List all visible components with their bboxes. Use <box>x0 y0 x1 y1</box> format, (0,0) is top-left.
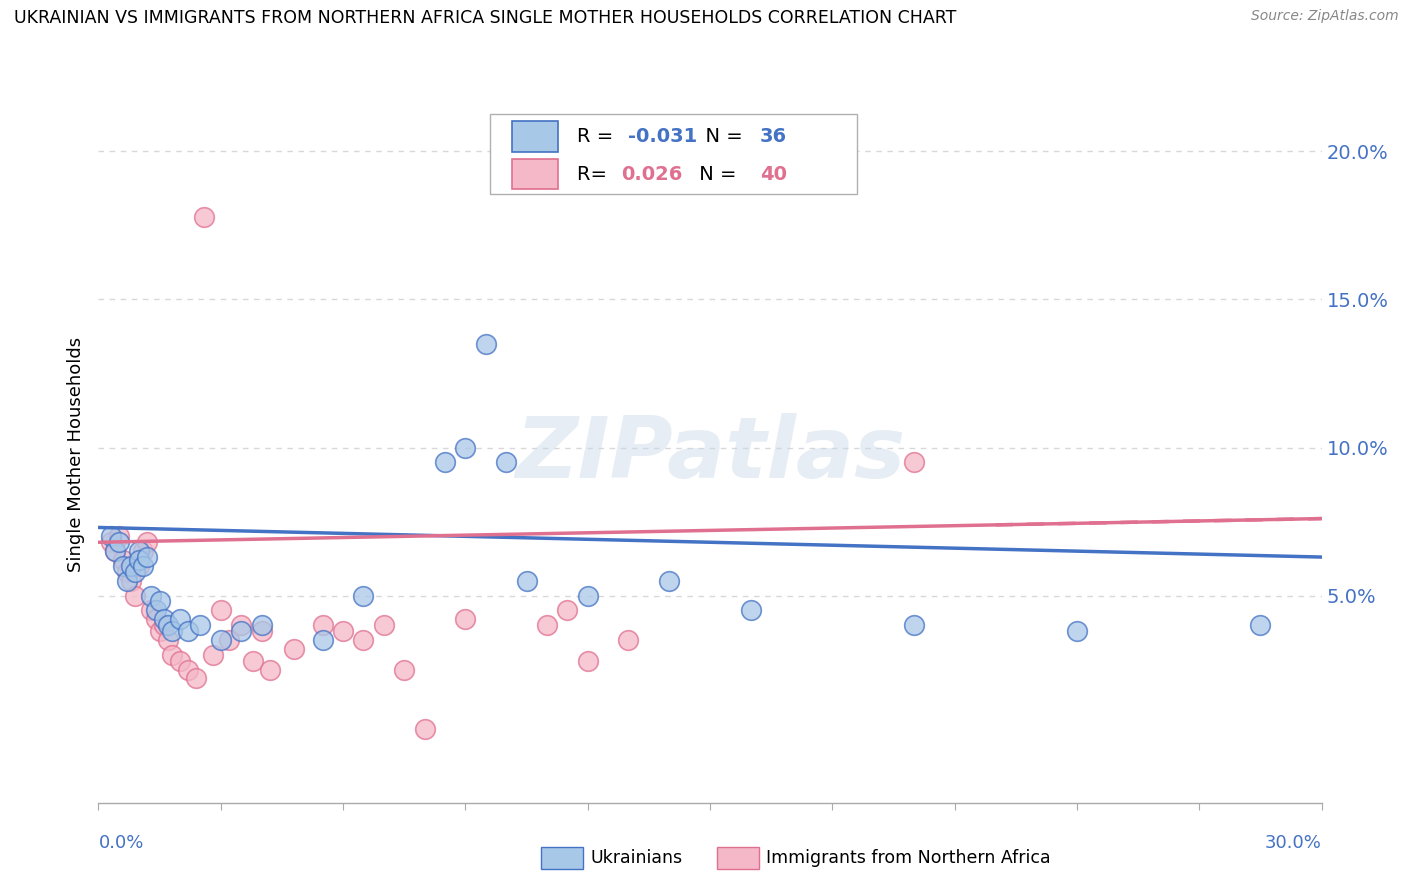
Text: 40: 40 <box>761 164 787 184</box>
Point <box>104 544 127 558</box>
Point <box>160 624 183 638</box>
Point <box>209 632 232 647</box>
Point <box>536 618 558 632</box>
Point <box>231 618 253 632</box>
Text: R =: R = <box>576 127 619 146</box>
Point <box>201 648 224 662</box>
Point <box>555 603 579 617</box>
Point <box>108 535 131 549</box>
Point <box>108 529 131 543</box>
Point <box>141 603 163 617</box>
Point <box>392 663 416 677</box>
Point <box>474 337 498 351</box>
Point <box>312 618 335 632</box>
Point <box>242 654 264 668</box>
Point <box>128 558 150 573</box>
Point <box>740 603 762 617</box>
Point <box>454 612 477 626</box>
Y-axis label: Single Mother Households: Single Mother Households <box>66 337 84 573</box>
Point <box>1249 618 1271 632</box>
Point <box>250 624 273 638</box>
Point <box>128 544 150 558</box>
Point <box>283 641 305 656</box>
Point <box>1066 624 1088 638</box>
Point <box>250 618 273 632</box>
Point <box>169 654 191 668</box>
Bar <box>512 121 558 152</box>
Point <box>177 663 200 677</box>
Point <box>149 624 172 638</box>
Point <box>115 565 138 579</box>
Text: -0.031: -0.031 <box>628 127 697 146</box>
Point <box>111 553 134 567</box>
Point <box>156 618 179 632</box>
Point <box>152 618 174 632</box>
Point <box>373 618 395 632</box>
Point <box>136 535 159 549</box>
Text: UKRAINIAN VS IMMIGRANTS FROM NORTHERN AFRICA SINGLE MOTHER HOUSEHOLDS CORRELATIO: UKRAINIAN VS IMMIGRANTS FROM NORTHERN AF… <box>14 9 956 27</box>
Point <box>312 632 335 647</box>
Text: N =: N = <box>693 164 742 184</box>
Text: R=: R= <box>576 164 613 184</box>
Point <box>188 618 212 632</box>
Point <box>124 565 146 579</box>
Point <box>352 632 374 647</box>
Point <box>169 612 191 626</box>
Point <box>141 589 163 603</box>
Point <box>115 574 138 588</box>
Text: 0.0%: 0.0% <box>98 834 143 852</box>
Point <box>120 558 142 573</box>
Point <box>209 603 232 617</box>
Point <box>149 594 172 608</box>
Text: 30.0%: 30.0% <box>1265 834 1322 852</box>
Point <box>111 558 134 573</box>
Point <box>136 550 159 565</box>
Point <box>576 589 599 603</box>
Point <box>617 632 640 647</box>
Point <box>160 648 183 662</box>
Point <box>495 455 517 469</box>
Text: Ukrainians: Ukrainians <box>591 849 683 867</box>
Point <box>903 618 925 632</box>
Point <box>516 574 538 588</box>
Point <box>177 624 200 638</box>
Point <box>128 553 150 567</box>
Point <box>124 589 146 603</box>
Point <box>454 441 477 455</box>
Text: 36: 36 <box>761 127 787 146</box>
Point <box>903 455 925 469</box>
Point <box>259 663 281 677</box>
Point <box>100 535 122 549</box>
Text: 0.026: 0.026 <box>620 164 682 184</box>
Point <box>132 558 155 573</box>
Point <box>413 722 436 736</box>
Point <box>658 574 681 588</box>
Point <box>218 632 240 647</box>
Point <box>332 624 354 638</box>
Point <box>576 654 599 668</box>
Point <box>434 455 457 469</box>
Point <box>186 672 208 686</box>
Point <box>120 574 142 588</box>
Point <box>156 632 179 647</box>
Point <box>145 603 167 617</box>
Point <box>193 210 215 224</box>
Bar <box>512 159 558 189</box>
Point <box>231 624 253 638</box>
Text: ZIPatlas: ZIPatlas <box>515 413 905 497</box>
FancyBboxPatch shape <box>489 114 856 194</box>
Point <box>104 544 127 558</box>
Point <box>352 589 374 603</box>
Text: Immigrants from Northern Africa: Immigrants from Northern Africa <box>766 849 1050 867</box>
Point <box>132 544 155 558</box>
Point <box>145 612 167 626</box>
Text: N =: N = <box>693 127 749 146</box>
Point <box>152 612 174 626</box>
Text: Source: ZipAtlas.com: Source: ZipAtlas.com <box>1251 9 1399 23</box>
Point <box>100 529 122 543</box>
